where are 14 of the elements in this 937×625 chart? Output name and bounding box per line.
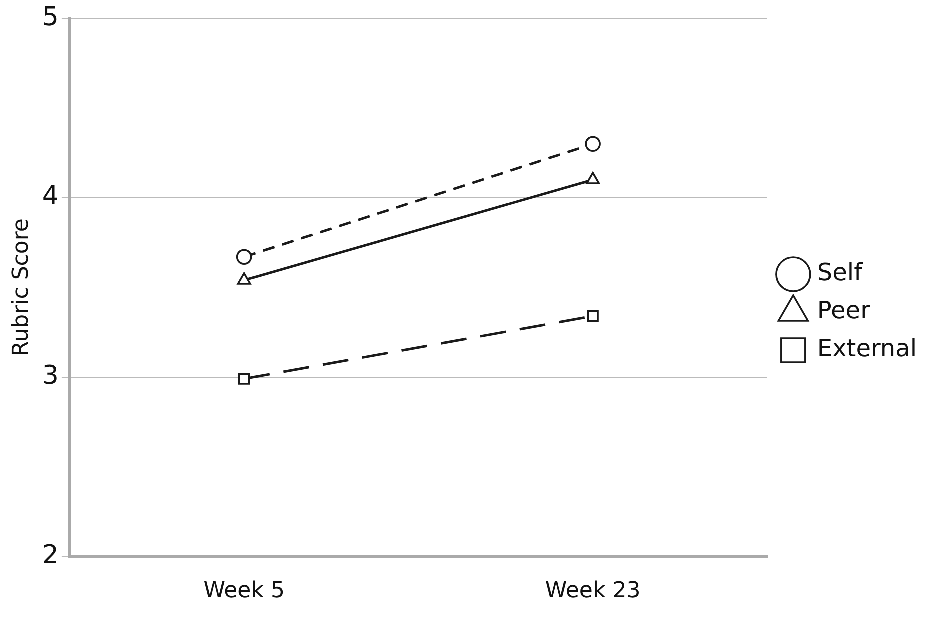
legend-label: Peer: [817, 296, 871, 325]
point: [236, 249, 252, 266]
legend-label: External: [817, 334, 918, 363]
y-tick-label: 5: [42, 2, 59, 32]
y-tick-label: 3: [42, 361, 59, 392]
y-tick-label: 4: [42, 182, 59, 212]
legend-label: Self: [817, 258, 864, 287]
y-tick-label: 2: [42, 540, 59, 570]
point: [585, 136, 601, 152]
x-tick-label: Week 5: [204, 578, 285, 604]
x-tick-label: Week 23: [545, 578, 641, 604]
point: [587, 310, 599, 322]
y-axis-title: Rubric Score: [8, 218, 34, 357]
point: [238, 373, 250, 385]
